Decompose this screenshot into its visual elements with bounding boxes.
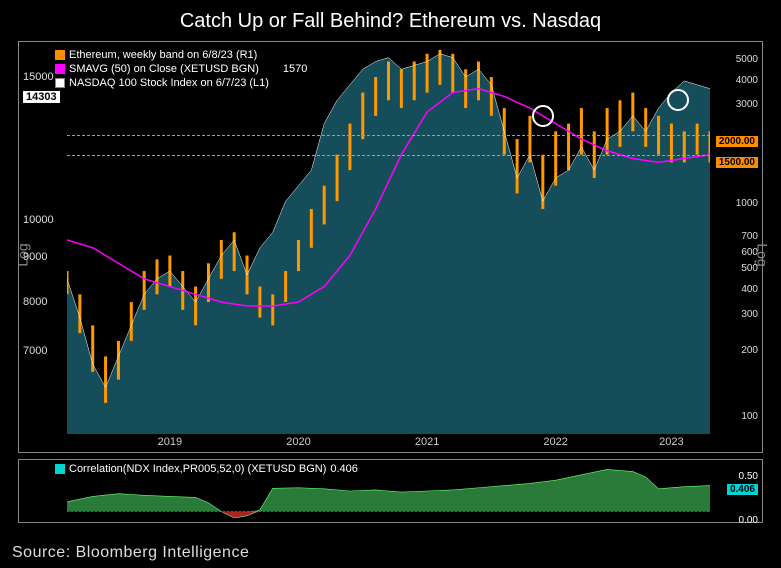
- reference-line: [67, 135, 710, 136]
- x-tick: 2022: [543, 436, 567, 448]
- legend-smavg: SMAVG (50) on Close (XETUSD BGN): [69, 62, 259, 76]
- chart-legend: Ethereum, weekly band on 6/8/23 (R1) SMA…: [55, 48, 307, 90]
- left-tick: 7000: [23, 345, 47, 357]
- right-tick: 3000: [736, 99, 758, 110]
- chart-svg: [67, 46, 710, 434]
- correlation-marker-icon: [55, 464, 65, 474]
- x-tick: 2023: [659, 436, 683, 448]
- source-attribution: Source: Bloomberg Intelligence: [12, 544, 249, 562]
- right-tick: 500: [741, 263, 758, 274]
- right-tick: 5000: [736, 54, 758, 65]
- x-tick: 2021: [415, 436, 439, 448]
- sub-right-tick: 0.50: [739, 471, 758, 482]
- sub-right-tick: 0.00: [739, 515, 758, 526]
- sub-right-tick: 0.406: [727, 484, 758, 495]
- chart-title: Catch Up or Fall Behind? Ethereum vs. Na…: [0, 0, 781, 41]
- right-tick: 4000: [736, 75, 758, 86]
- right-tick: 300: [741, 309, 758, 320]
- highlight-circle-icon: [667, 89, 689, 111]
- x-tick: 2020: [286, 436, 310, 448]
- left-tick: 15000: [23, 71, 54, 83]
- main-chart: Ethereum, weekly band on 6/8/23 (R1) SMA…: [18, 41, 763, 453]
- left-y-axis: Log 150001430310000900080007000: [21, 42, 65, 452]
- sub-legend-value: 0.406: [330, 463, 358, 475]
- right-tick: 100: [741, 411, 758, 422]
- legend-ethereum: Ethereum, weekly band on 6/8/23 (R1): [69, 48, 257, 62]
- x-axis: 2019 2020 2021 2022 2023: [67, 436, 710, 450]
- highlight-circle-icon: [532, 105, 554, 127]
- right-y-axis: Log 5000400030002000.001500.001000700600…: [710, 42, 760, 452]
- sub-legend: Correlation(NDX Index,PR005,52,0) (XETUS…: [55, 463, 358, 475]
- reference-line: [67, 155, 710, 156]
- sub-legend-label: Correlation(NDX Index,PR005,52,0) (XETUS…: [69, 463, 326, 475]
- right-tick: 400: [741, 284, 758, 295]
- right-tick: 1500.00: [716, 157, 758, 168]
- right-tick: 2000.00: [716, 136, 758, 147]
- right-tick: 200: [741, 345, 758, 356]
- right-tick: 700: [741, 231, 758, 242]
- legend-nasdaq: NASDAQ 100 Stock Index on 6/7/23 (L1): [69, 76, 269, 90]
- left-tick: 10000: [23, 214, 54, 226]
- left-tick: 8000: [23, 296, 47, 308]
- legend-smavg-value: 1570: [283, 62, 307, 76]
- smavg-marker-icon: [55, 64, 65, 74]
- plot-area: [67, 46, 710, 434]
- ethereum-marker-icon: [55, 50, 65, 60]
- x-tick: 2019: [158, 436, 182, 448]
- correlation-chart: Correlation(NDX Index,PR005,52,0) (XETUS…: [18, 459, 763, 523]
- left-tick: 9000: [23, 251, 47, 263]
- nasdaq-marker-icon: [55, 78, 65, 88]
- right-tick: 1000: [736, 198, 758, 209]
- right-tick: 600: [741, 247, 758, 258]
- left-tick: 14303: [23, 91, 60, 103]
- sub-right-axis: 0.500.4060.00: [710, 460, 760, 522]
